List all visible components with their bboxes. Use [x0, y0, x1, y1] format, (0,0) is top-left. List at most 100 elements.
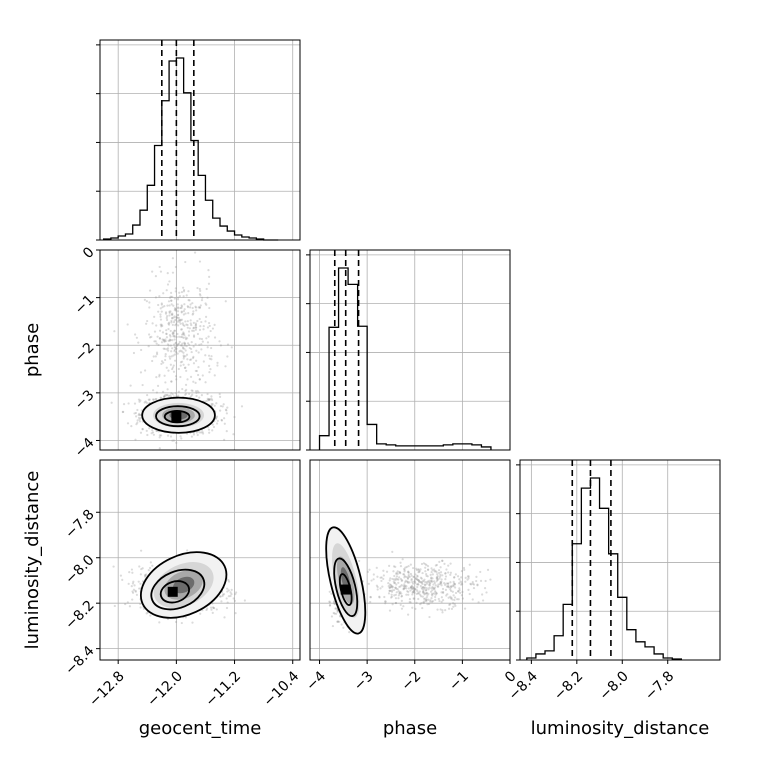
- scatter-point: [468, 592, 471, 596]
- scatter-point: [206, 397, 209, 400]
- scatter-point: [169, 339, 172, 342]
- scatter-point: [412, 597, 415, 600]
- scatter-point: [187, 312, 190, 315]
- scatter-point: [401, 579, 404, 582]
- scatter-point: [447, 564, 450, 567]
- scatter-point: [472, 586, 476, 590]
- scatter-point: [433, 592, 436, 595]
- scatter-point: [399, 591, 402, 594]
- scatter-point: [431, 585, 434, 589]
- scatter-point: [434, 591, 437, 594]
- scatter-point: [195, 391, 198, 394]
- scatter-point: [139, 431, 143, 434]
- scatter-point: [216, 419, 219, 422]
- scatter-point: [460, 581, 463, 584]
- scatter-point: [400, 607, 404, 610]
- scatter-point: [199, 294, 202, 297]
- scatter-point: [167, 349, 170, 352]
- scatter-point: [213, 374, 216, 377]
- scatter-point: [127, 582, 130, 585]
- scatter-point: [452, 580, 455, 583]
- scatter-point: [489, 578, 492, 581]
- scatter-point: [419, 580, 422, 584]
- scatter-point: [403, 576, 406, 579]
- scatter-point: [450, 596, 453, 599]
- scatter-point: [211, 327, 215, 330]
- scatter-point: [144, 575, 147, 578]
- scatter-point: [208, 357, 211, 360]
- scatter-point: [419, 584, 422, 588]
- scatter-point: [196, 319, 199, 323]
- scatter-point: [184, 336, 187, 339]
- scatter-point: [226, 406, 229, 409]
- scatter-point: [178, 291, 181, 294]
- scatter-point: [170, 299, 173, 302]
- scatter-point: [210, 346, 213, 350]
- scatter-point: [172, 370, 176, 373]
- scatter-point: [135, 593, 139, 596]
- scatter-point: [406, 580, 409, 583]
- scatter-point: [151, 322, 154, 325]
- scatter-point: [230, 346, 233, 349]
- scatter-point: [174, 287, 177, 290]
- scatter-point: [185, 294, 188, 297]
- scatter-point: [144, 400, 147, 403]
- scatter-point: [215, 416, 218, 419]
- scatter-point: [145, 300, 148, 303]
- scatter-point: [234, 593, 237, 596]
- scatter-point: [157, 303, 160, 307]
- scatter-point: [407, 565, 410, 568]
- scatter-point: [154, 340, 157, 343]
- scatter-point: [166, 343, 169, 346]
- scatter-point: [388, 589, 391, 593]
- panel-frame: [309, 459, 511, 661]
- scatter-point: [410, 579, 413, 582]
- scatter-point: [207, 335, 210, 338]
- scatter-point: [208, 275, 211, 278]
- scatter-point: [441, 559, 444, 562]
- scatter-point: [211, 423, 214, 426]
- scatter-point: [145, 429, 148, 432]
- scatter-point: [330, 615, 334, 618]
- scatter-point: [412, 590, 415, 594]
- scatter-point: [402, 587, 405, 590]
- scatter-point: [226, 587, 229, 590]
- scatter-point: [153, 315, 156, 318]
- scatter-point: [407, 571, 410, 574]
- scatter-point: [409, 586, 412, 589]
- scatter-point: [422, 588, 425, 591]
- scatter-point: [410, 586, 413, 589]
- scatter-point: [453, 576, 456, 579]
- scatter-point: [420, 562, 424, 566]
- scatter-point: [195, 309, 198, 312]
- scatter-point: [141, 567, 144, 570]
- scatter-point: [441, 609, 444, 612]
- scatter-point: [192, 310, 195, 313]
- histogram-step-line: [526, 477, 683, 660]
- scatter-point: [403, 567, 406, 571]
- scatter-point: [416, 585, 419, 589]
- scatter-point: [208, 398, 211, 401]
- scatter-point: [449, 585, 453, 588]
- scatter-point: [454, 573, 457, 576]
- scatter-point: [158, 337, 162, 340]
- scatter-point: [221, 593, 225, 596]
- scatter-point: [174, 309, 178, 312]
- scatter-point: [154, 355, 157, 358]
- scatter-point: [402, 587, 406, 591]
- scatter-point: [199, 304, 202, 307]
- scatter-point: [165, 332, 168, 335]
- scatter-point: [165, 366, 168, 369]
- scatter-point: [179, 375, 182, 379]
- scatter-point: [397, 590, 400, 593]
- scatter-point: [224, 365, 227, 368]
- scatter-point: [204, 315, 208, 318]
- scatter-point: [390, 584, 393, 588]
- scatter-point: [160, 302, 163, 305]
- scatter-point: [427, 568, 430, 571]
- scatter-point: [368, 568, 371, 571]
- scatter-point: [225, 412, 228, 415]
- scatter-point: [458, 582, 461, 585]
- scatter-point: [209, 606, 213, 609]
- scatter-point: [166, 315, 169, 318]
